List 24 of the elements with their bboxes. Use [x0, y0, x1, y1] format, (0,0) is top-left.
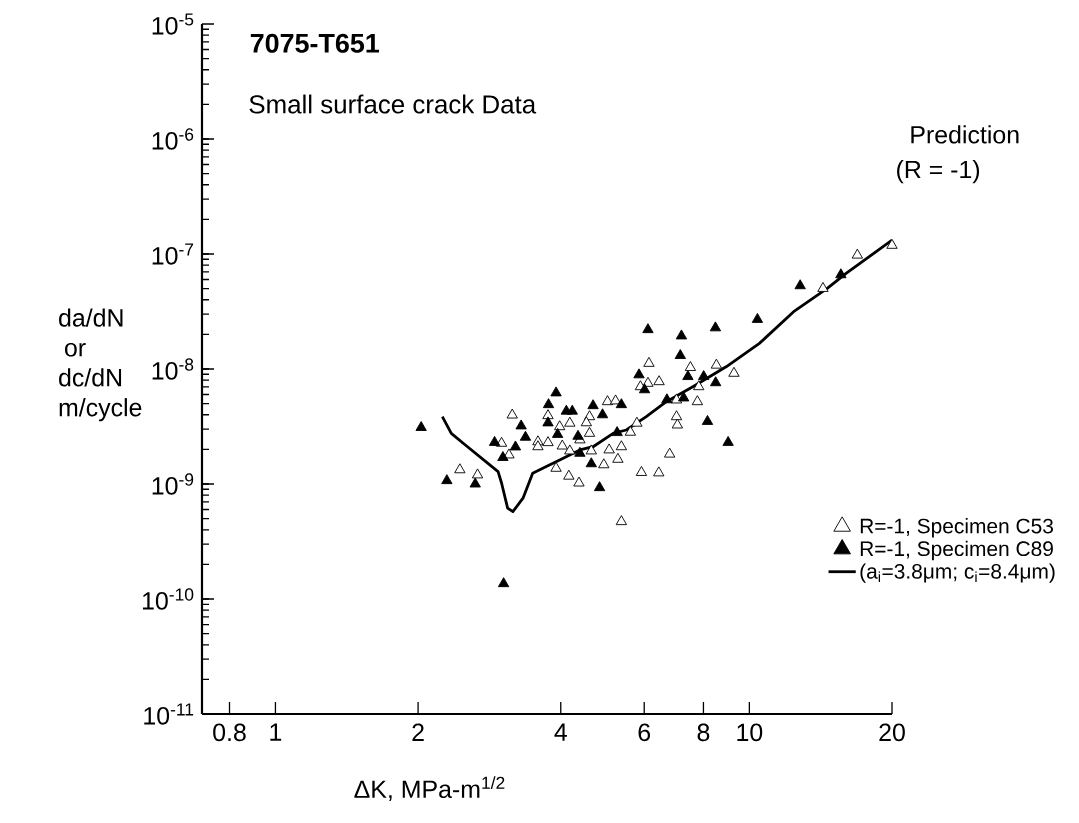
y-tick-label: 10$^{-5}$ — [152, 13, 194, 35]
text: Prediction — [911, 125, 1019, 144]
x-axis-title: ΔK, MPa-m$^{1/2}$ — [354, 776, 505, 802]
y-tick-label: 10$^{-6}$ — [152, 128, 194, 150]
x-tick-label: 8 — [697, 723, 710, 742]
y-tick-label: 10$^{-11}$ — [144, 703, 194, 725]
text: Small surface crack Data — [249, 94, 537, 114]
x-tick-label: 4 — [554, 723, 567, 741]
legend-label: (a$_{i}$=3.8μm; c$_{i}$=8.4μm) — [860, 563, 1055, 583]
text: (R = -1) — [897, 160, 980, 184]
y-tick-label: 10$^{-9}$ — [152, 473, 194, 495]
x-tick-label: 0.8 — [213, 723, 246, 742]
x-tick-label: 2 — [412, 723, 424, 741]
y-axis-title: da/dN or dc/dN m/cycle — [59, 308, 142, 422]
x-tick-label: 1 — [270, 723, 282, 741]
chart-title: 7075-T651 — [250, 33, 380, 53]
x-tick-label: 6 — [638, 723, 651, 742]
x-tick-label: 10 — [737, 723, 763, 742]
legend-label: R=-1, Specimen C89 — [860, 540, 1053, 561]
y-tick-label: 10$^{-10}$ — [142, 588, 194, 610]
y-tick-label: 10$^{-7}$ — [152, 243, 194, 265]
legend-label: R=-1, Specimen C53 — [860, 518, 1053, 538]
y-tick-label: 10$^{-8}$ — [152, 358, 194, 380]
x-tick-label: 20 — [879, 723, 905, 742]
